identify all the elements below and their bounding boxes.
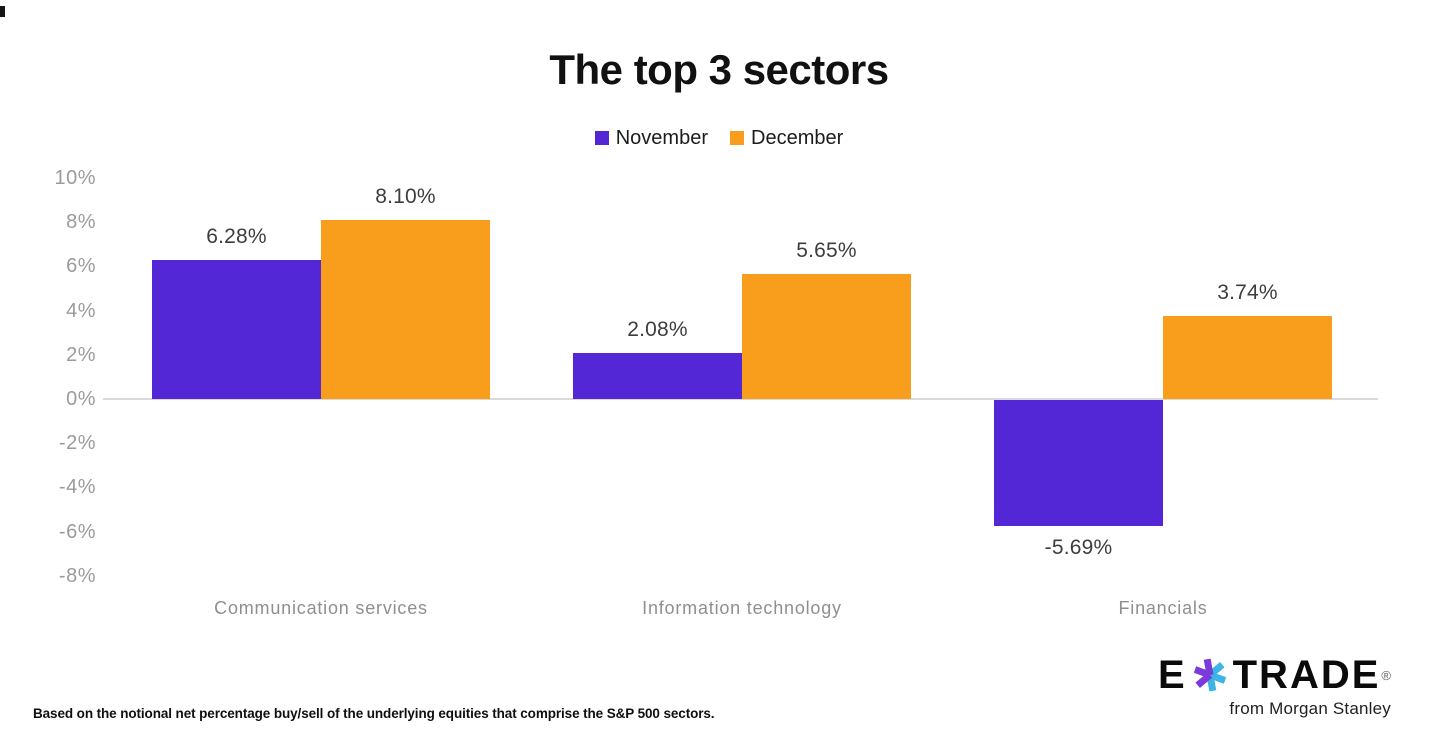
y-axis-tick-label: -6% xyxy=(58,520,96,543)
bar-value-label: -5.69% xyxy=(1044,535,1113,559)
legend-swatch xyxy=(594,131,609,145)
etrade-wordmark: E TRADE ® xyxy=(1158,650,1391,699)
y-axis-tick-label: -8% xyxy=(58,564,96,587)
y-axis-tick-label: 2% xyxy=(66,343,96,366)
category-label: Financials xyxy=(1118,598,1208,618)
y-axis-tick-label: -2% xyxy=(58,432,96,455)
logo-text-trade: TRADE xyxy=(1232,652,1381,697)
y-axis-tick-label: 0% xyxy=(66,388,96,410)
y-axis-tick-label: 4% xyxy=(66,299,96,322)
etrade-logo: E TRADE ® from Morgan Stanley xyxy=(1158,650,1391,719)
y-axis-tick-label: 10% xyxy=(54,166,96,189)
legend-item: December xyxy=(730,127,843,150)
bar-december-0 xyxy=(321,219,490,399)
y-axis-tick-label: 6% xyxy=(66,255,96,278)
legend: November December xyxy=(0,125,1438,151)
bar-november-2 xyxy=(994,400,1163,526)
bar-value-label: 2.08% xyxy=(627,318,688,341)
bar-december-2 xyxy=(1163,316,1332,399)
footnote: Based on the notional net percentage buy… xyxy=(33,706,715,721)
registered-mark: ® xyxy=(1381,668,1391,683)
y-axis-tick-label: 8% xyxy=(66,211,96,234)
bar-december-1 xyxy=(742,274,911,399)
bar-november-0 xyxy=(152,260,321,399)
chart-title: The top 3 sectors xyxy=(549,46,889,93)
logo-subtitle: from Morgan Stanley xyxy=(1229,699,1391,718)
asterisk-icon xyxy=(1193,658,1226,691)
category-label: Communication services xyxy=(214,598,428,618)
legend-label: November xyxy=(615,126,708,149)
bar-value-label: 3.74% xyxy=(1217,281,1278,305)
bar-value-label: 5.65% xyxy=(796,239,857,263)
category-label: Information technology xyxy=(642,598,842,618)
bar-value-label: 6.28% xyxy=(206,225,267,249)
logo-text-e: E xyxy=(1157,652,1187,697)
legend-item: November xyxy=(594,126,708,150)
y-axis-tick-label: -4% xyxy=(58,476,96,499)
zero-axis-line xyxy=(103,398,1378,400)
legend-label: December xyxy=(751,126,844,149)
bar-value-label: 8.10% xyxy=(375,184,436,208)
screen-edge-artifact xyxy=(0,6,5,17)
bar-november-1 xyxy=(573,353,742,399)
legend-swatch xyxy=(730,131,744,145)
